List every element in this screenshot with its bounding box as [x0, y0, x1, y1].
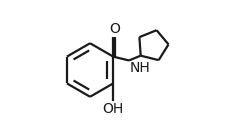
Text: OH: OH [103, 102, 124, 116]
Text: O: O [109, 22, 120, 36]
Text: NH: NH [130, 61, 151, 75]
